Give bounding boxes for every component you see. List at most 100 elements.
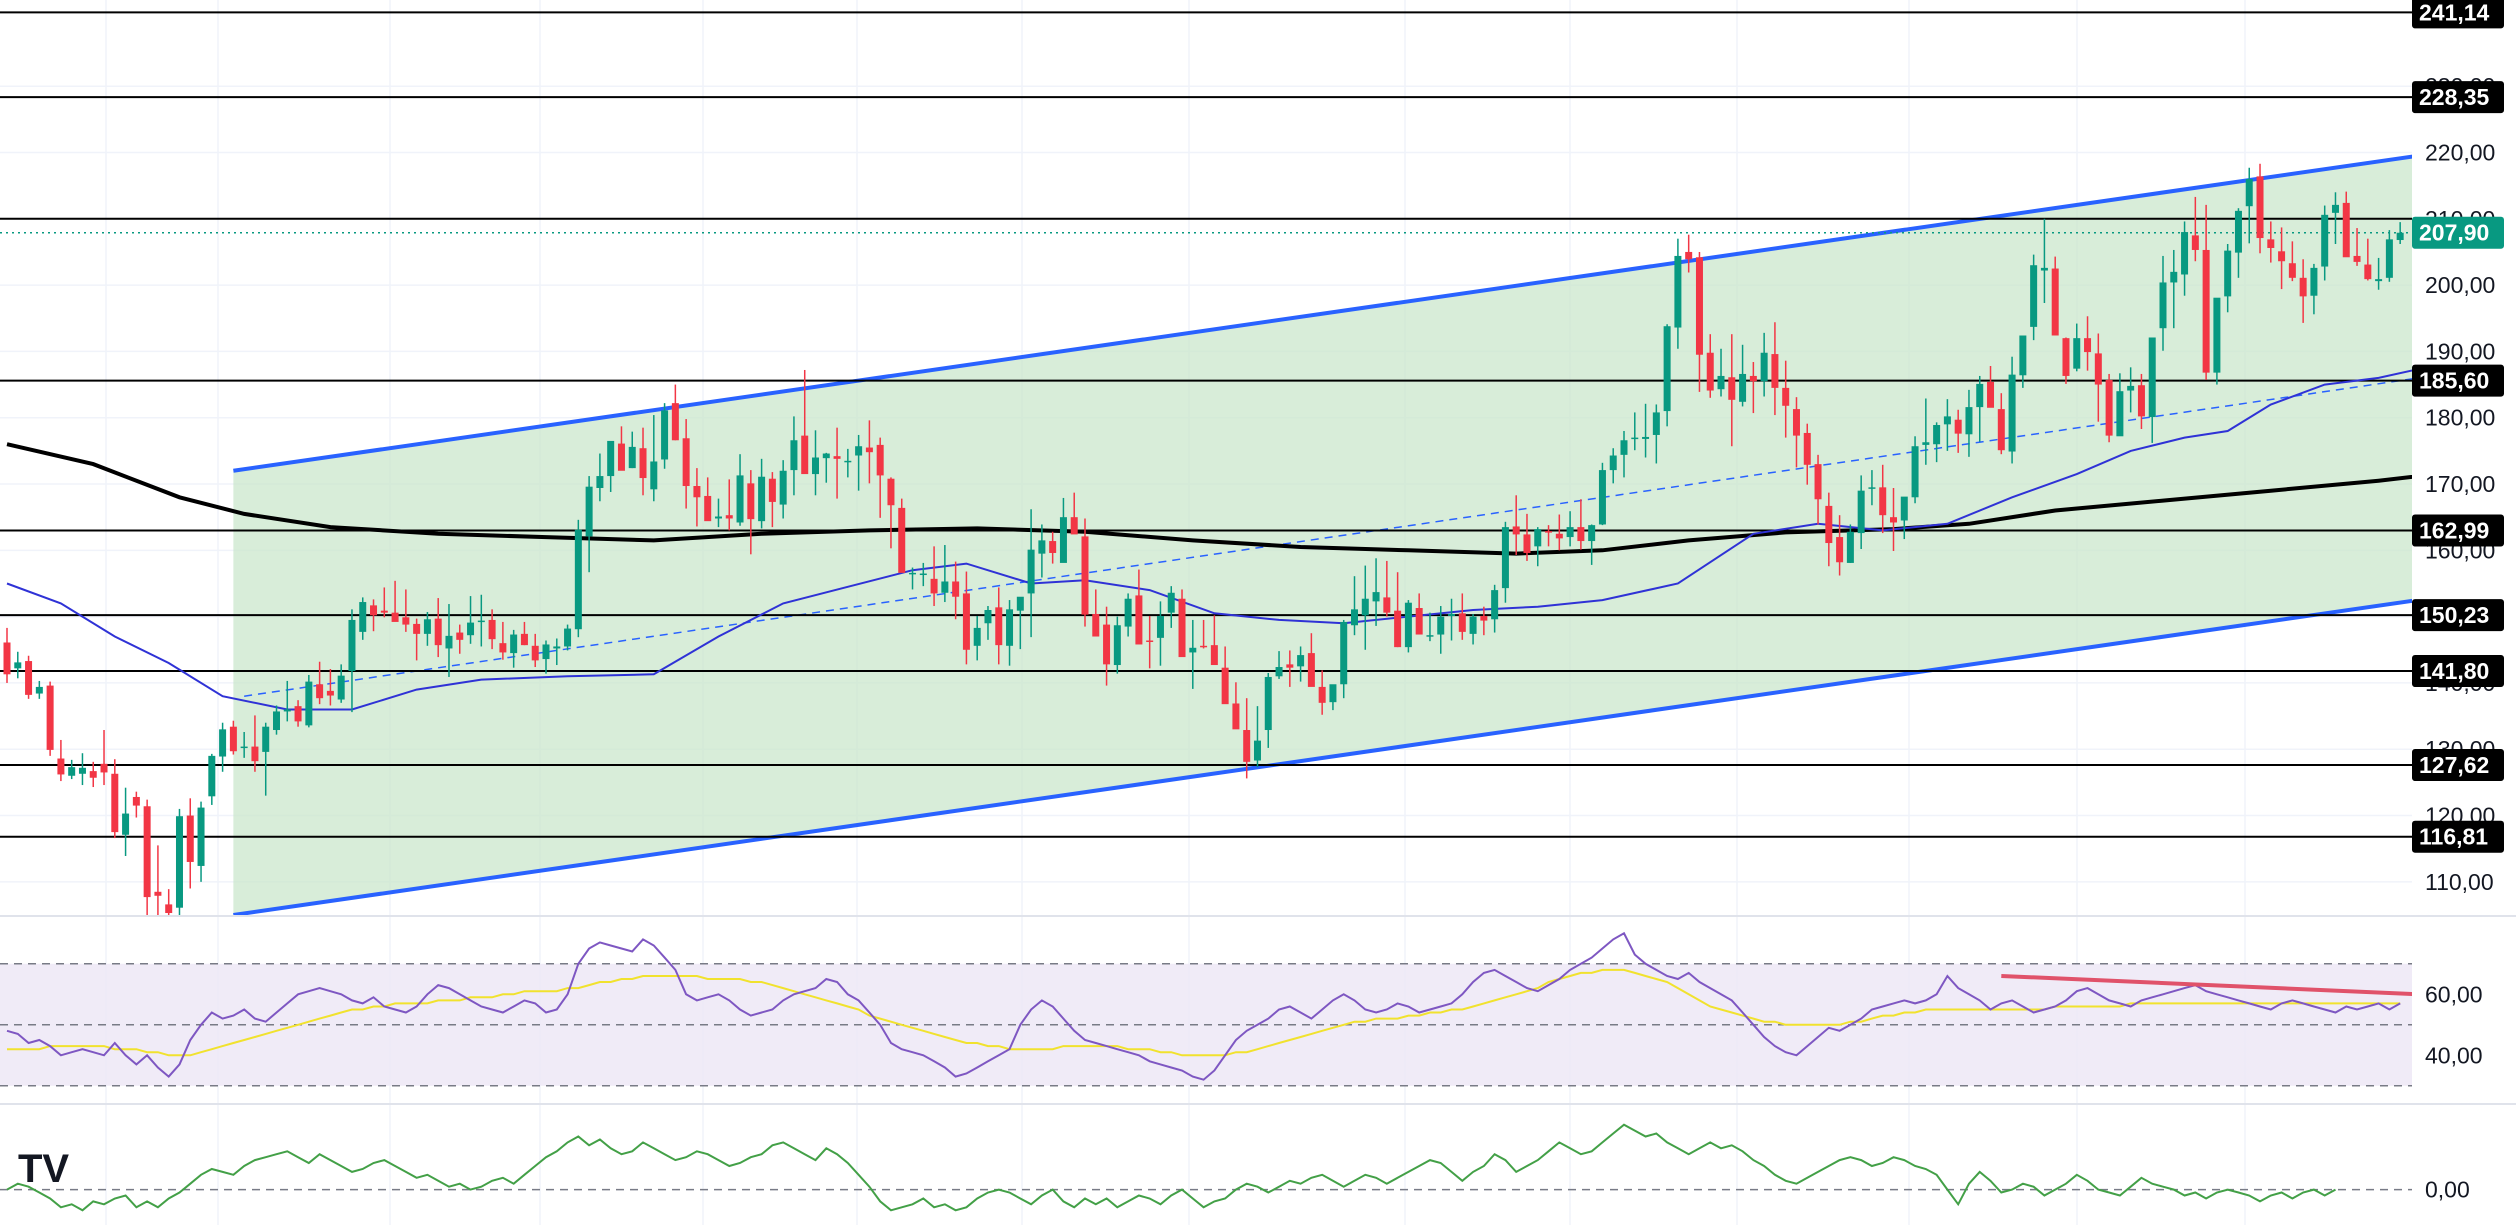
candle-body: [542, 644, 550, 660]
candle-body: [1501, 527, 1509, 589]
candle-body: [898, 507, 906, 573]
candle-body: [1059, 517, 1067, 563]
candle-body: [68, 767, 76, 776]
candle-body: [995, 607, 1003, 646]
candle-body: [154, 891, 162, 896]
candle-body: [14, 662, 22, 669]
candle-body: [132, 796, 140, 806]
candle-body: [2224, 250, 2232, 297]
candle-body: [1674, 255, 1682, 328]
candle-body: [2310, 267, 2318, 296]
candle-body: [661, 410, 669, 460]
candle-body: [2191, 235, 2199, 250]
candle-body: [2256, 176, 2264, 239]
candle-body: [2137, 385, 2145, 417]
level-label: 141,80: [2419, 658, 2489, 684]
candle-body: [1760, 352, 1768, 382]
candle-body: [337, 675, 345, 700]
level-label-bg: [2412, 820, 2504, 853]
level-label: 228,35: [2419, 84, 2490, 110]
candle-body: [1933, 425, 1941, 445]
candle-body: [822, 453, 830, 459]
rsi-tick-label: 60,00: [2425, 981, 2483, 1007]
candle-body: [1340, 621, 1348, 685]
candle-body: [359, 602, 367, 632]
candle-body: [2364, 264, 2372, 280]
candle-body: [1555, 533, 1563, 539]
candle-body: [1469, 616, 1477, 634]
candle-body: [1361, 598, 1369, 616]
candle-body: [2353, 255, 2361, 262]
candle-body: [1523, 534, 1531, 553]
rsi-line: [6, 931, 2401, 1081]
candle-body: [1663, 326, 1671, 412]
tradingview-logo[interactable]: TV: [18, 1147, 69, 1191]
candle-body: [1103, 624, 1111, 665]
candle-body: [1286, 664, 1294, 668]
level-label-bg: [2412, 749, 2504, 782]
candle-body: [1695, 257, 1703, 355]
candle-body: [1900, 496, 1908, 521]
last-price-label-bg: [2412, 216, 2504, 249]
candle-body: [1404, 602, 1412, 648]
price-tick-label: 180,00: [2425, 405, 2495, 431]
candle-body: [876, 444, 884, 476]
candle-body: [1545, 531, 1553, 533]
candle-body: [370, 605, 378, 616]
candle-body: [790, 440, 798, 471]
candle-body: [1178, 598, 1186, 658]
candle-body: [78, 767, 86, 774]
candle-body: [952, 581, 960, 597]
candle-body: [391, 612, 399, 622]
candle-body: [1243, 730, 1251, 762]
candle-body: [1706, 352, 1714, 391]
candle-body: [1566, 527, 1574, 538]
candle-body: [736, 475, 744, 523]
candle-body: [1329, 684, 1337, 703]
candle-body: [1081, 536, 1089, 615]
level-label: 185,60: [2419, 368, 2489, 394]
candle-body: [574, 529, 582, 630]
candle-body: [208, 755, 216, 797]
candle-body: [2008, 374, 2016, 452]
level-label-bg: [2412, 0, 2504, 29]
candle-body: [1275, 667, 1283, 677]
candle-body: [25, 661, 33, 695]
candle-body: [1167, 592, 1175, 613]
candle-body: [2181, 232, 2189, 275]
candle-body: [1846, 531, 1854, 563]
candle-body: [467, 622, 475, 636]
price-tick-label: 200,00: [2425, 272, 2495, 298]
candle-body: [704, 495, 712, 522]
candle-body: [2051, 268, 2059, 336]
candle-body: [1297, 655, 1305, 667]
candle-body: [607, 440, 615, 477]
level-label-bg: [2412, 364, 2504, 397]
candle-body: [2299, 277, 2307, 297]
candle-body: [973, 627, 981, 646]
candle-body: [273, 711, 280, 731]
candle-body: [1685, 251, 1693, 260]
candle-body: [1771, 354, 1779, 388]
candle-body: [930, 578, 938, 594]
candle-body: [1113, 625, 1121, 666]
candle-body: [1415, 608, 1423, 635]
price-tick-label: 110,00: [2425, 869, 2494, 895]
candle-body: [35, 686, 43, 694]
candle-body: [46, 685, 54, 750]
candle-body: [2105, 379, 2113, 436]
candle-body: [1092, 613, 1100, 637]
channel-lower-line: [233, 598, 2412, 915]
candle-body: [2331, 204, 2339, 213]
candle-body: [1156, 615, 1164, 638]
candle-body: [1512, 526, 1520, 535]
candle-body: [919, 573, 927, 576]
candle-body: [812, 457, 819, 475]
candle-body: [1997, 409, 2005, 451]
candle-body: [855, 446, 863, 456]
candle-body: [779, 470, 787, 505]
candle-body: [1491, 590, 1499, 620]
candle-body: [2288, 263, 2296, 278]
